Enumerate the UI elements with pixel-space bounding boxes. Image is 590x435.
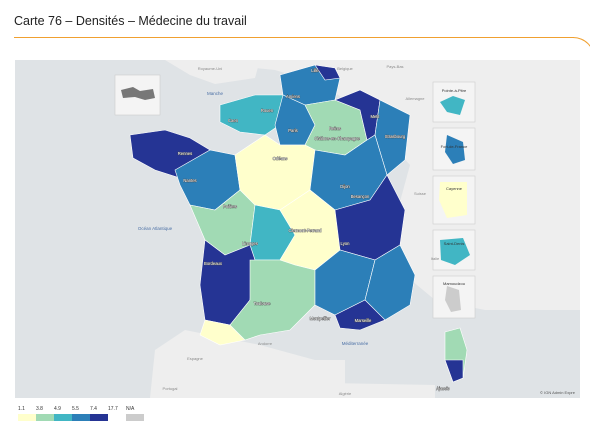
- inset-label: Mamoudzou: [443, 281, 465, 286]
- city-label: Clermont-Ferrand: [288, 228, 322, 233]
- city-label: Montpellier: [310, 316, 331, 321]
- country-label: Espagne: [187, 356, 204, 361]
- region-alsace: [374, 99, 411, 176]
- inset-mayotte-shape: [445, 286, 461, 312]
- city-label: Strasbourg: [385, 134, 406, 139]
- sea-label-med: Méditerranée: [342, 341, 369, 346]
- city-label: Lille: [311, 68, 319, 73]
- city-label: Caen: [228, 118, 239, 123]
- legend-label: 7.4: [90, 406, 97, 412]
- legend-swatch: [126, 414, 144, 421]
- country-label: Belgique: [337, 66, 353, 71]
- city-label: Nantes: [183, 178, 196, 183]
- map-copyright: © IGN Admin Expre: [540, 390, 576, 395]
- city-label: Reims: [329, 126, 341, 131]
- legend-label: 4.9: [54, 406, 61, 412]
- legend-swatch: [72, 414, 90, 421]
- city-label: Ajaccio: [436, 386, 450, 391]
- legend-swatch: [36, 414, 54, 421]
- city-label: Rennes: [178, 151, 192, 156]
- overseas-insets: [432, 81, 476, 319]
- legend-swatch: [18, 414, 36, 421]
- inset-label: Saint-Denis: [444, 241, 465, 246]
- legend-label: 5.5: [72, 406, 79, 412]
- region-midi: [229, 259, 316, 341]
- inset-guyane-shape: [439, 182, 467, 218]
- sea-label-manche: Manche: [207, 91, 224, 96]
- city-label: Paris: [288, 128, 298, 133]
- region-hauts: [314, 64, 341, 81]
- france-mainland: [129, 64, 468, 383]
- city-label: Amiens: [286, 94, 300, 99]
- title-rule: [14, 37, 574, 38]
- legend-label: 3.8: [36, 406, 43, 412]
- city-label: Marseille: [355, 318, 372, 323]
- inset-label: Cayenne: [446, 186, 463, 191]
- neighbour-land-uk: [165, 60, 260, 84]
- city-label: Rouen: [261, 108, 274, 113]
- sea-label-ocean: Océan Atlantique: [138, 226, 173, 231]
- title-rule-curve: [555, 37, 590, 67]
- country-label: Italie: [431, 256, 440, 261]
- city-label: Poitiers: [223, 204, 237, 209]
- neighbour-land: [190, 60, 580, 310]
- legend-label: 17.7: [108, 406, 118, 412]
- city-label: Châlons-en-Champagne: [314, 136, 360, 141]
- city-label: Limoges: [242, 241, 258, 246]
- inset-label: Fort-de-France: [441, 144, 468, 149]
- region-coast: [334, 299, 386, 331]
- legend-label: N/A: [126, 406, 135, 412]
- country-label: Algérie: [339, 391, 352, 396]
- choropleth-map: Manche Océan Atlantique Méditerranée Roy…: [15, 60, 580, 398]
- city-label: Besançon: [351, 194, 370, 199]
- city-label: Toulouse: [254, 301, 271, 306]
- neighbour-land-spain: [150, 330, 345, 398]
- city-label: Lyon: [341, 241, 351, 246]
- legend-swatch: [54, 414, 72, 421]
- inset-reunion-shape: [440, 238, 470, 265]
- region-sw: [199, 319, 246, 346]
- city-label: Metz: [370, 114, 379, 119]
- country-label: Allemagne: [406, 96, 426, 101]
- city-label: Dijon: [340, 184, 350, 189]
- country-label: Pays-Bas: [386, 64, 403, 69]
- inset-guadeloupe-shape: [440, 96, 465, 115]
- country-label: Royaume-Uni: [198, 66, 223, 71]
- inset-label: Pointe-à-Pitre: [442, 88, 467, 93]
- neighbour-land-africa: [255, 382, 435, 398]
- city-label: Orléans: [273, 156, 288, 161]
- legend-swatch: [90, 414, 108, 421]
- page-title: Carte 76 – Densités – Médecine du travai…: [14, 14, 247, 28]
- region-corsica-south: [444, 359, 464, 383]
- country-label: Portugal: [163, 386, 178, 391]
- legend-label: 1.1: [18, 406, 25, 412]
- city-label: Bordeaux: [204, 261, 223, 266]
- inset-martinique-shape: [445, 135, 465, 164]
- country-label: Suisse: [414, 191, 427, 196]
- country-label: Andorre: [258, 341, 273, 346]
- world-inset: [114, 74, 161, 116]
